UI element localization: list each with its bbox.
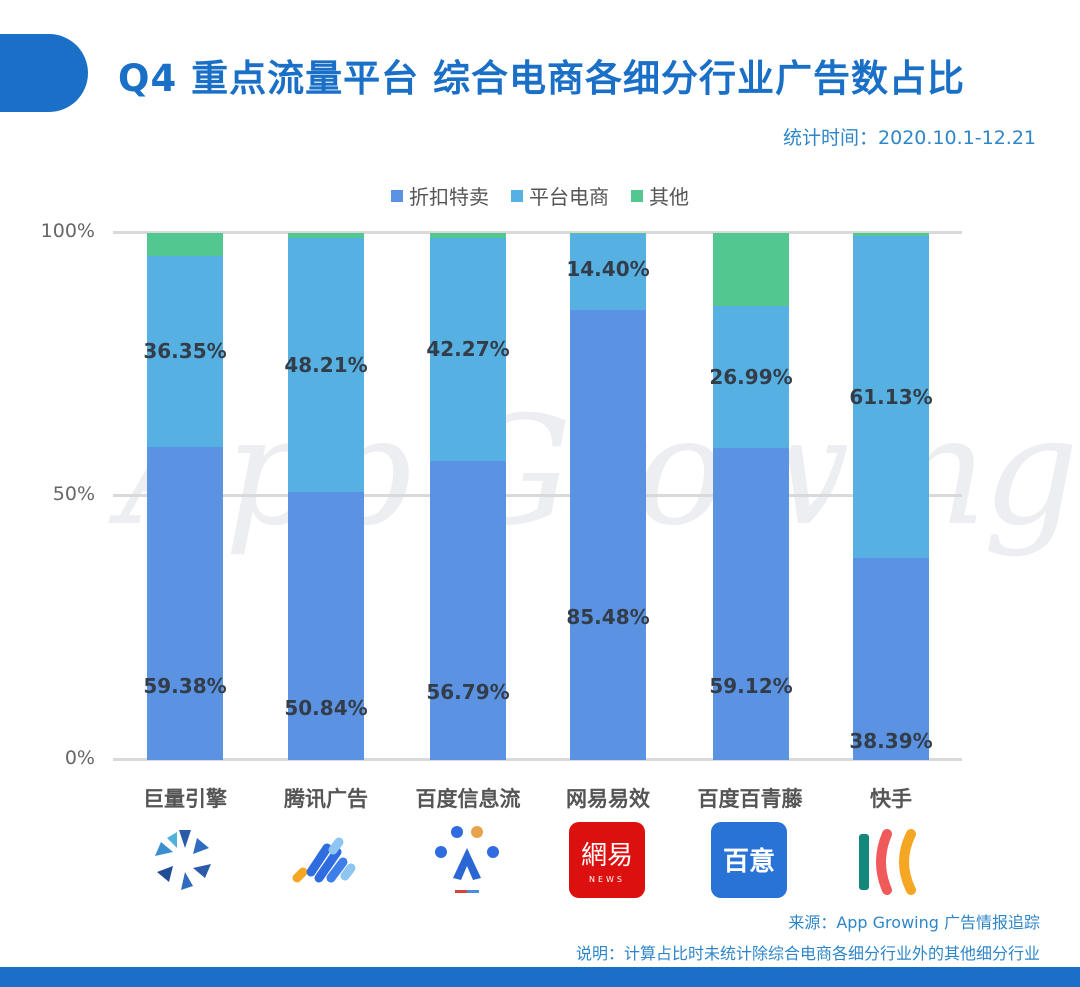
legend-label: 平台电商 bbox=[529, 185, 609, 209]
bar-segment bbox=[853, 557, 929, 760]
bar-segment bbox=[713, 306, 789, 449]
tencent-ads-logo-icon bbox=[287, 822, 363, 898]
category-label: 巨量引擎 bbox=[143, 787, 227, 811]
netease-logo-icon: 網易 NEWS bbox=[569, 822, 645, 898]
data-label: 38.39% bbox=[849, 728, 933, 753]
bar-segment bbox=[430, 233, 506, 238]
category-label: 腾讯广告 bbox=[284, 787, 368, 811]
data-label: 56.79% bbox=[426, 680, 510, 705]
kuaishou-logo-icon bbox=[853, 822, 929, 898]
bar-segment bbox=[147, 447, 223, 760]
bar-segment bbox=[570, 233, 646, 310]
baidu-baiyi-logo-icon: 百意 bbox=[711, 822, 787, 898]
bar-segment bbox=[288, 238, 364, 493]
stacked-bar bbox=[713, 233, 789, 760]
legend-swatch bbox=[391, 189, 403, 202]
bar-segment bbox=[713, 233, 789, 307]
data-label: 36.35% bbox=[143, 339, 227, 364]
category-label: 快手 bbox=[870, 787, 912, 811]
data-label: 48.21% bbox=[284, 353, 368, 378]
legend-label: 其他 bbox=[649, 185, 689, 209]
bottom-bar bbox=[0, 967, 1080, 987]
gridline-0 bbox=[113, 758, 962, 761]
source-text: 来源：App Growing 广告情报追踪 bbox=[788, 913, 1040, 932]
svg-text:NEWS: NEWS bbox=[589, 875, 625, 884]
chart-legend: 折扣特卖 平台电商 其他 bbox=[0, 181, 1080, 210]
data-label: 50.84% bbox=[284, 696, 368, 721]
gridline-100 bbox=[113, 231, 962, 234]
legend-label: 折扣特卖 bbox=[409, 185, 489, 209]
bar-segment bbox=[147, 255, 223, 448]
note-text: 说明：计算占比时未统计除综合电商各细分行业外的其他细分行业 bbox=[575, 944, 1040, 963]
data-label: 26.99% bbox=[709, 365, 793, 390]
stat-time: 统计时间：2020.10.1-12.21 bbox=[783, 127, 1036, 149]
category-label: 百度百青藤 bbox=[697, 787, 803, 811]
svg-text:網易: 網易 bbox=[581, 841, 633, 871]
bar-segment bbox=[570, 309, 646, 760]
category-label: 网易易效 bbox=[566, 787, 650, 811]
legend-swatch bbox=[631, 189, 643, 202]
category-label: 百度信息流 bbox=[415, 787, 521, 811]
data-label: 85.48% bbox=[566, 604, 650, 629]
gridline-50 bbox=[113, 494, 962, 497]
stacked-bar bbox=[430, 233, 506, 760]
data-label: 59.12% bbox=[709, 674, 793, 699]
data-label: 59.38% bbox=[143, 673, 227, 698]
legend-item-platform: 平台电商 bbox=[511, 181, 609, 210]
data-label: 42.27% bbox=[426, 337, 510, 362]
y-tick-100: 100% bbox=[40, 220, 95, 242]
legend-item-discount: 折扣特卖 bbox=[391, 181, 489, 210]
stacked-bar bbox=[147, 233, 223, 760]
stacked-bar bbox=[288, 233, 364, 760]
bar-segment bbox=[430, 237, 506, 461]
bar-segment bbox=[853, 235, 929, 558]
bar-segment bbox=[288, 233, 364, 239]
stacked-bar bbox=[853, 233, 929, 760]
svg-text:百意: 百意 bbox=[723, 846, 775, 877]
legend-swatch bbox=[511, 189, 523, 202]
bar-segment bbox=[853, 233, 929, 236]
data-label: 61.13% bbox=[849, 384, 933, 409]
bar-segment bbox=[570, 233, 646, 234]
baidu-feed-logo-icon bbox=[429, 822, 505, 898]
legend-item-other: 其他 bbox=[631, 181, 689, 210]
bar-segment bbox=[288, 492, 364, 760]
data-label: 14.40% bbox=[566, 257, 650, 281]
title-decoration bbox=[0, 34, 88, 112]
y-tick-0: 0% bbox=[64, 747, 95, 769]
y-tick-50: 50% bbox=[52, 483, 95, 505]
bar-segment bbox=[713, 448, 789, 760]
stacked-bar bbox=[570, 233, 646, 760]
bar-segment bbox=[147, 233, 223, 256]
ocean-engine-logo-icon bbox=[145, 822, 221, 898]
bar-segment bbox=[430, 460, 506, 760]
page-title: Q4 重点流量平台 综合电商各细分行业广告数占比 bbox=[118, 57, 965, 100]
